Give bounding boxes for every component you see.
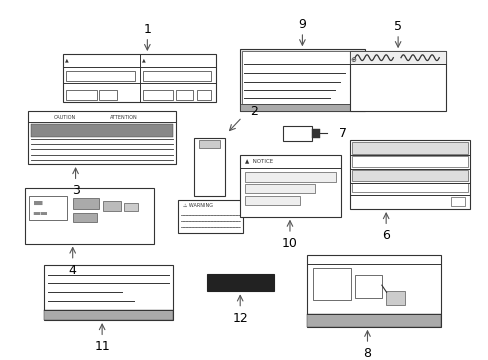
Bar <box>349 140 469 209</box>
Text: ▲: ▲ <box>65 57 69 62</box>
Bar <box>240 49 364 112</box>
Bar <box>244 184 315 193</box>
Bar <box>63 54 216 102</box>
Text: ⊕: ⊕ <box>349 57 355 63</box>
Bar <box>351 170 467 181</box>
Text: ▬▬: ▬▬ <box>32 209 48 218</box>
Bar <box>450 197 464 206</box>
Bar <box>73 198 99 209</box>
Text: 7: 7 <box>338 127 346 140</box>
Bar <box>176 90 193 100</box>
Bar <box>312 268 350 300</box>
Text: 10: 10 <box>282 237 297 250</box>
Bar <box>199 140 220 148</box>
Text: ▲: ▲ <box>142 57 145 62</box>
Bar <box>73 213 97 222</box>
Text: ▲  NOTICE: ▲ NOTICE <box>244 158 272 163</box>
Bar <box>142 90 173 100</box>
Text: 5: 5 <box>393 20 401 33</box>
Bar <box>385 291 404 305</box>
Bar <box>240 104 364 112</box>
Bar <box>283 126 311 141</box>
Bar <box>25 188 154 243</box>
Text: 3: 3 <box>71 184 80 197</box>
Bar <box>103 202 121 211</box>
Bar <box>142 71 211 81</box>
Bar <box>197 90 210 100</box>
Text: 8: 8 <box>363 347 371 360</box>
Bar <box>240 154 340 217</box>
Text: CAUTION: CAUTION <box>54 115 76 120</box>
Bar <box>124 203 138 211</box>
Bar <box>351 156 467 167</box>
Text: 2: 2 <box>249 105 257 118</box>
Text: ⚠ WARNING: ⚠ WARNING <box>183 203 212 208</box>
Text: 11: 11 <box>94 341 110 354</box>
Bar <box>354 275 381 298</box>
Bar <box>349 51 445 64</box>
Bar <box>244 172 335 181</box>
Bar <box>242 51 362 104</box>
Bar <box>31 124 173 137</box>
Bar <box>311 129 319 138</box>
Bar <box>306 314 440 327</box>
Text: 1: 1 <box>143 23 151 36</box>
Bar <box>178 199 243 233</box>
Text: 4: 4 <box>69 264 77 277</box>
Text: ATTENTION: ATTENTION <box>110 115 138 120</box>
Bar <box>194 138 224 196</box>
Bar <box>351 184 467 192</box>
Bar <box>44 265 173 320</box>
Bar <box>349 51 445 111</box>
Text: ▬: ▬ <box>32 198 43 208</box>
Bar <box>66 71 135 81</box>
Bar <box>206 274 273 291</box>
Bar <box>351 142 467 153</box>
Bar <box>44 310 173 320</box>
Bar <box>99 90 117 100</box>
Bar <box>66 90 97 100</box>
Bar <box>28 112 176 164</box>
Bar <box>244 195 300 205</box>
Text: 9: 9 <box>298 18 305 31</box>
Text: 6: 6 <box>382 229 389 242</box>
Bar <box>306 255 440 327</box>
Text: 12: 12 <box>232 312 247 325</box>
Bar <box>29 196 67 220</box>
